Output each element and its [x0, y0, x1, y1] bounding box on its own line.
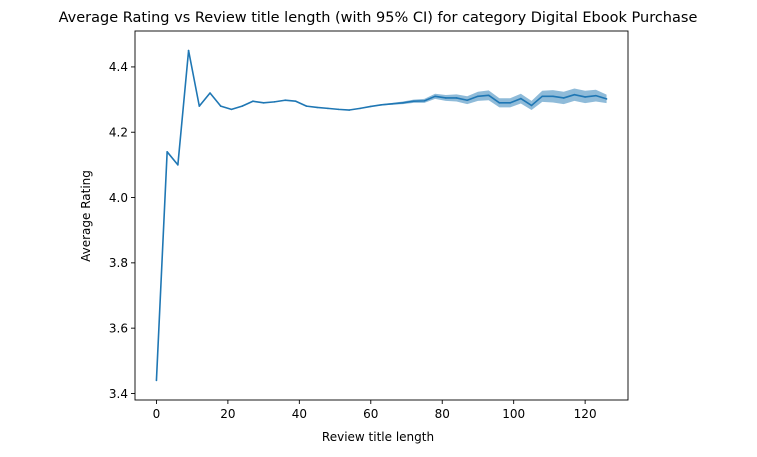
data-point — [402, 102, 404, 104]
data-point — [273, 101, 276, 103]
axes-frame — [134, 30, 629, 401]
y-tick-label: 4.0 — [109, 191, 128, 205]
data-point — [391, 103, 394, 105]
data-point — [369, 105, 372, 108]
data-point — [455, 97, 458, 99]
data-point — [477, 95, 479, 98]
data-point — [316, 106, 319, 109]
data-point — [219, 105, 222, 107]
series-line — [155, 49, 607, 381]
data-point — [230, 108, 233, 111]
data-point — [241, 105, 243, 107]
data-point — [262, 102, 265, 104]
data-point — [198, 105, 201, 107]
y-axis-label: Average Rating — [79, 170, 93, 262]
x-tick-label: 60 — [363, 407, 378, 421]
x-tick-label: 120 — [574, 407, 597, 421]
data-point — [498, 102, 501, 104]
data-point — [562, 97, 565, 99]
y-tick-label: 3.6 — [109, 321, 128, 335]
data-point — [187, 49, 190, 52]
data-point — [337, 108, 340, 111]
x-tick-label: 0 — [153, 407, 161, 421]
x-axis-label: Review title length — [322, 430, 434, 444]
chart-title: Average Rating vs Review title length (w… — [59, 10, 698, 26]
data-point — [541, 95, 544, 98]
data-point — [348, 109, 351, 111]
data-point — [209, 92, 211, 94]
data-point — [445, 97, 447, 99]
y-tick-label: 3.8 — [109, 256, 128, 270]
data-point — [380, 104, 383, 106]
data-point — [423, 100, 426, 102]
data-point — [327, 107, 329, 110]
data-point — [573, 93, 576, 96]
data-point — [605, 98, 608, 100]
data-point — [412, 100, 415, 103]
data-point — [177, 164, 179, 166]
data-point — [509, 102, 511, 104]
x-tick-label: 100 — [502, 407, 525, 421]
data-point — [520, 97, 522, 100]
data-point — [595, 94, 597, 97]
data-point — [166, 151, 168, 153]
data-point — [294, 100, 297, 103]
data-point — [530, 104, 533, 107]
y-tick-label: 4.2 — [109, 126, 128, 140]
y-tick-label: 3.4 — [109, 387, 128, 401]
x-tick-label: 80 — [435, 407, 450, 421]
data-point — [284, 99, 286, 102]
data-point — [252, 100, 254, 103]
plot-area — [155, 49, 608, 382]
y-tick-label: 4.4 — [109, 60, 128, 74]
data-point — [359, 107, 361, 110]
x-tick-label: 20 — [220, 407, 235, 421]
x-tick-label: 40 — [292, 407, 307, 421]
data-point — [552, 95, 554, 98]
data-point — [434, 95, 436, 98]
data-point — [305, 105, 308, 107]
data-point — [155, 379, 158, 382]
axes: 0 20 40 60 80 100 120 3.4 3.6 3.8 4.0 4.2 4.4 — [109, 30, 629, 421]
data-point — [584, 96, 586, 98]
data-point — [487, 94, 490, 97]
data-point — [466, 99, 469, 102]
